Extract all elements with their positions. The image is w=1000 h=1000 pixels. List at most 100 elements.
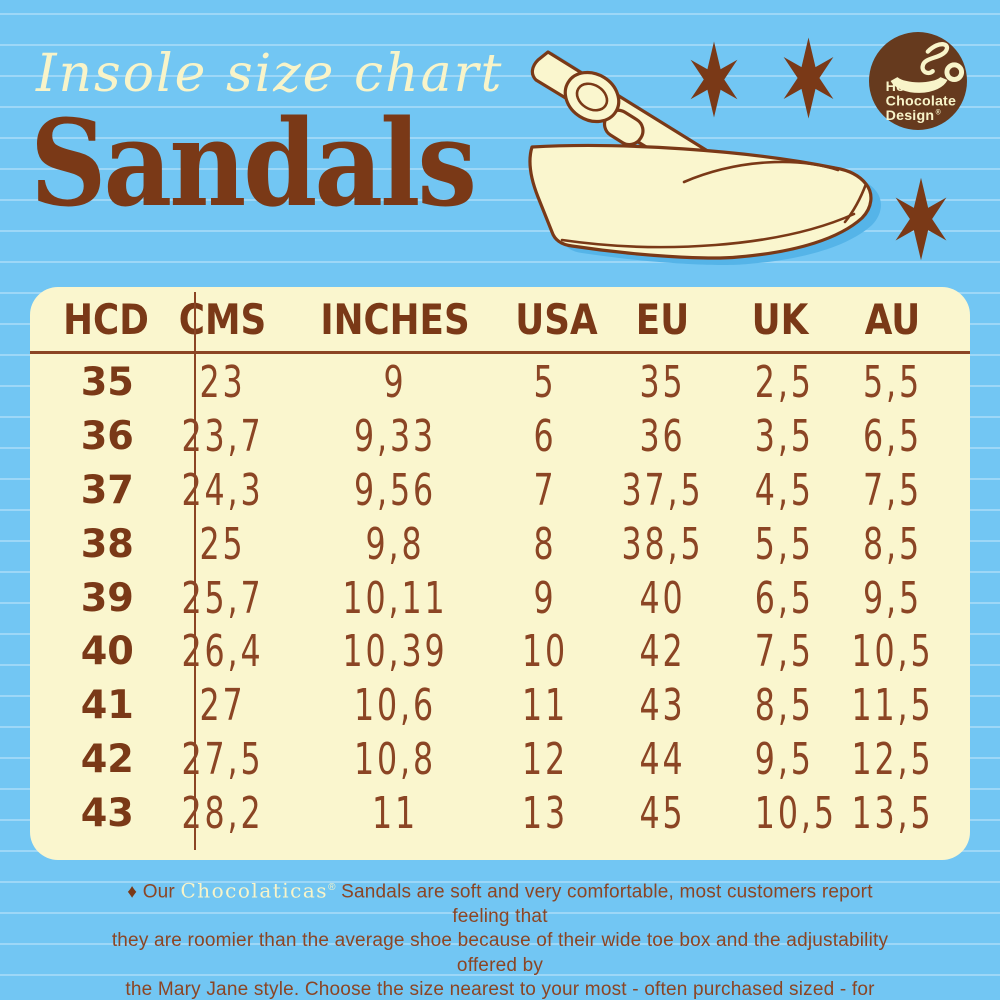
footer-prefix: Our: [142, 881, 175, 903]
cell-hcd-size: 43: [80, 790, 134, 836]
cell: 36: [639, 411, 686, 463]
footer-line-3: the Mary Jane style. Choose the size nea…: [125, 979, 875, 1000]
cell: 27: [199, 680, 246, 732]
cell: 9: [383, 357, 407, 409]
cell: 26,4: [181, 626, 264, 678]
cell: 13: [521, 787, 569, 839]
column-header-uk: UK: [751, 295, 809, 344]
buckle-icon: [563, 70, 621, 124]
wedge-sandal-illustration: [528, 50, 881, 265]
column-header-usa: USA: [515, 295, 598, 344]
cell: 25,7: [181, 572, 264, 624]
cell: 6,5: [862, 411, 923, 463]
size-chart-table: HCD CMS INCHES USA EU UK AU 35 23 9 5 35…: [30, 287, 970, 860]
cell: 6,5: [754, 572, 814, 624]
cell-hcd-size: 35: [80, 360, 134, 406]
cell: 5: [533, 357, 557, 409]
cell: 13,5: [851, 787, 934, 839]
cell-hcd-size: 39: [80, 575, 134, 621]
cell: 5,5: [754, 518, 814, 570]
footer-line-1: ♦ Our Chocolaticas® Sandals are soft and…: [100, 876, 900, 929]
registered-mark: ®: [328, 882, 336, 893]
cell: 12: [521, 733, 569, 785]
cell: 4,5: [754, 464, 814, 516]
table-row: 35 23 9 5 35 2,5 5,5: [30, 356, 970, 410]
table-row: 41 27 10,6 11 43 8,5 11,5: [30, 679, 970, 733]
table-row: 39 25,7 10,11 9 40 6,5 9,5: [30, 571, 970, 625]
cell: 8: [533, 518, 557, 570]
table-body: 35 23 9 5 35 2,5 5,5 36 23,7 9,33 6 36 3…: [30, 352, 970, 840]
brand-name: Chocolaticas: [180, 878, 329, 903]
page-title: Sandals: [30, 92, 477, 233]
cell: 9,56: [353, 464, 437, 516]
cell: 7,5: [754, 626, 814, 678]
cell: 9,5: [754, 733, 814, 785]
cell: 7: [533, 464, 557, 516]
cell: 11: [521, 680, 569, 732]
cell: 9,5: [862, 572, 923, 624]
star-icon: [783, 37, 834, 119]
cell: 8,5: [862, 518, 923, 570]
diamond-icon: ♦: [127, 881, 138, 903]
cell: 3,5: [754, 411, 814, 463]
cell-hcd-size: 41: [80, 683, 134, 729]
wedge-sole: [528, 143, 873, 260]
column-header-au: AU: [864, 295, 921, 344]
cell: 10,5: [851, 626, 934, 678]
cell: 12,5: [851, 733, 934, 785]
column-header-hcd: HCD: [63, 295, 149, 344]
column-header-eu: EU: [635, 295, 690, 344]
table-row: 38 25 9,8 8 38,5 5,5 8,5: [30, 517, 970, 571]
table-row: 37 24,3 9,56 7 37,5 4,5 7,5: [30, 464, 970, 518]
cell: 11,5: [851, 680, 934, 732]
cell: 23,7: [181, 411, 264, 463]
header-divider-line: [30, 351, 970, 354]
table-row: 42 27,5 10,8 12 44 9,5 12,5: [30, 733, 970, 787]
cell: 9: [533, 572, 557, 624]
logo-line-3: Design: [886, 108, 935, 124]
footer-line-1-text: Sandals are soft and very comfortable, m…: [341, 881, 873, 927]
footer-line-2: they are roomier than the average shoe b…: [111, 930, 889, 976]
cell: 10,11: [342, 572, 448, 624]
cell: 38,5: [621, 518, 704, 570]
cell: 6: [533, 411, 557, 463]
hcd-divider-line: [194, 292, 196, 850]
cell: 40: [639, 572, 686, 624]
cell: 10,5: [754, 787, 837, 839]
table-row: 43 28,2 11 13 45 10,5 13,5: [30, 786, 970, 840]
cell: 9,8: [365, 518, 425, 570]
table-row: 36 23,7 9,33 6 36 3,5 6,5: [30, 410, 970, 464]
footer-note: ♦ Our Chocolaticas® Sandals are soft and…: [100, 876, 900, 1000]
cell: 44: [639, 733, 686, 785]
cell: 35: [639, 357, 686, 409]
cell: 25: [199, 518, 246, 570]
cell-hcd-size: 37: [80, 467, 134, 513]
cell-hcd-size: 40: [80, 629, 134, 675]
cell: 2,5: [754, 357, 814, 409]
logo-registered-mark: ®: [936, 108, 941, 116]
cell: 9,33: [353, 411, 437, 463]
cell: 43: [639, 680, 686, 732]
cell: 10,8: [353, 733, 437, 785]
cell-hcd-size: 42: [80, 736, 134, 782]
brand-logo: Hot Chocolate Design ®: [869, 32, 967, 130]
cell: 8,5: [754, 680, 814, 732]
cell: 5,5: [862, 357, 923, 409]
cell: 7,5: [862, 464, 923, 516]
hot-chocolate-cup-icon: [890, 42, 965, 93]
page-subtitle: Insole size chart: [36, 44, 504, 104]
cell-hcd-size: 38: [80, 521, 134, 567]
column-header-inches: INCHES: [320, 295, 470, 344]
cell: 10,6: [353, 680, 437, 732]
logo-line-1: Hot: [886, 79, 910, 95]
cell: 11: [371, 787, 419, 839]
cell: 24,3: [181, 464, 264, 516]
cell: 27,5: [181, 733, 264, 785]
table-header-row: HCD CMS INCHES USA EU UK AU: [30, 287, 970, 352]
cell: 10,39: [342, 626, 448, 678]
cell: 10: [521, 626, 569, 678]
table-row: 40 26,4 10,39 10 42 7,5 10,5: [30, 625, 970, 679]
cell: 42: [639, 626, 686, 678]
cell-hcd-size: 36: [80, 414, 134, 460]
